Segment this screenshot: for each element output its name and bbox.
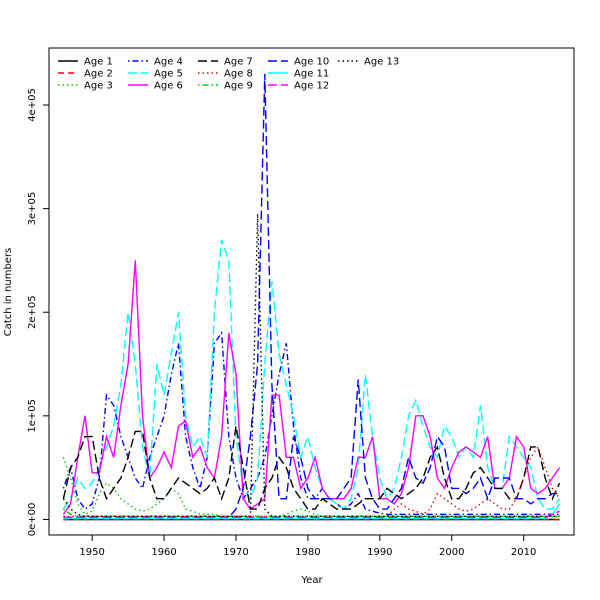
series-line-age-5 bbox=[62, 239, 561, 511]
x-tick-label: 1960 bbox=[151, 547, 176, 558]
series-line-age-9 bbox=[62, 508, 560, 517]
x-tick-label: 2000 bbox=[439, 547, 464, 558]
y-tick-label: 4e+05 bbox=[27, 88, 38, 122]
series-line-age-6 bbox=[62, 260, 561, 515]
series-line-age-13 bbox=[62, 213, 560, 517]
legend-label-age-12: Age 12 bbox=[294, 81, 329, 92]
series-layer bbox=[62, 73, 561, 521]
legend-label-age-7: Age 7 bbox=[224, 57, 253, 68]
legend-label-age-10: Age 10 bbox=[294, 57, 329, 68]
y-tick-label: 0e+00 bbox=[27, 503, 38, 537]
legend-label-age-9: Age 9 bbox=[224, 81, 253, 92]
legend-label-age-6: Age 6 bbox=[154, 81, 183, 92]
x-tick-label: 1970 bbox=[223, 547, 248, 558]
x-axis-title: Year bbox=[300, 575, 323, 586]
x-ticks: 1950 1960 1970 1980 1990 2000 2010 bbox=[79, 535, 536, 558]
plot-frame bbox=[48, 47, 575, 536]
y-axis-title: Catch in numbers bbox=[3, 248, 14, 337]
series-line-age-7 bbox=[62, 426, 561, 510]
legend-label-age-2: Age 2 bbox=[84, 69, 113, 80]
x-tick-label: 2010 bbox=[511, 547, 536, 558]
series-line-age-11 bbox=[63, 503, 561, 520]
legend-label-age-5: Age 5 bbox=[154, 69, 183, 80]
x-tick-label: 1950 bbox=[79, 547, 104, 558]
legend-label-age-8: Age 8 bbox=[224, 69, 253, 80]
legend-label-age-4: Age 4 bbox=[154, 57, 183, 68]
y-tick-label: 3e+05 bbox=[27, 192, 38, 226]
series-line-age-4 bbox=[62, 330, 560, 515]
legend-label-age-13: Age 13 bbox=[364, 57, 399, 68]
y-tick-label: 1e+05 bbox=[27, 399, 38, 433]
x-tick-label: 1980 bbox=[295, 547, 320, 558]
legend-label-age-3: Age 3 bbox=[84, 81, 113, 92]
legend-label-age-11: Age 11 bbox=[294, 69, 329, 80]
y-tick-label: 2e+05 bbox=[27, 295, 38, 329]
x-tick-label: 1990 bbox=[367, 547, 392, 558]
y-ticks: 0e+00 1e+05 2e+05 3e+05 4e+05 bbox=[27, 88, 49, 536]
legend-label-age-1: Age 1 bbox=[84, 57, 113, 68]
y-axis: 0e+00 1e+05 2e+05 3e+05 4e+05 bbox=[27, 88, 50, 536]
series-line-age-12 bbox=[63, 510, 560, 519]
x-axis: 1950 1960 1970 1980 1990 2000 2010 bbox=[79, 534, 536, 558]
